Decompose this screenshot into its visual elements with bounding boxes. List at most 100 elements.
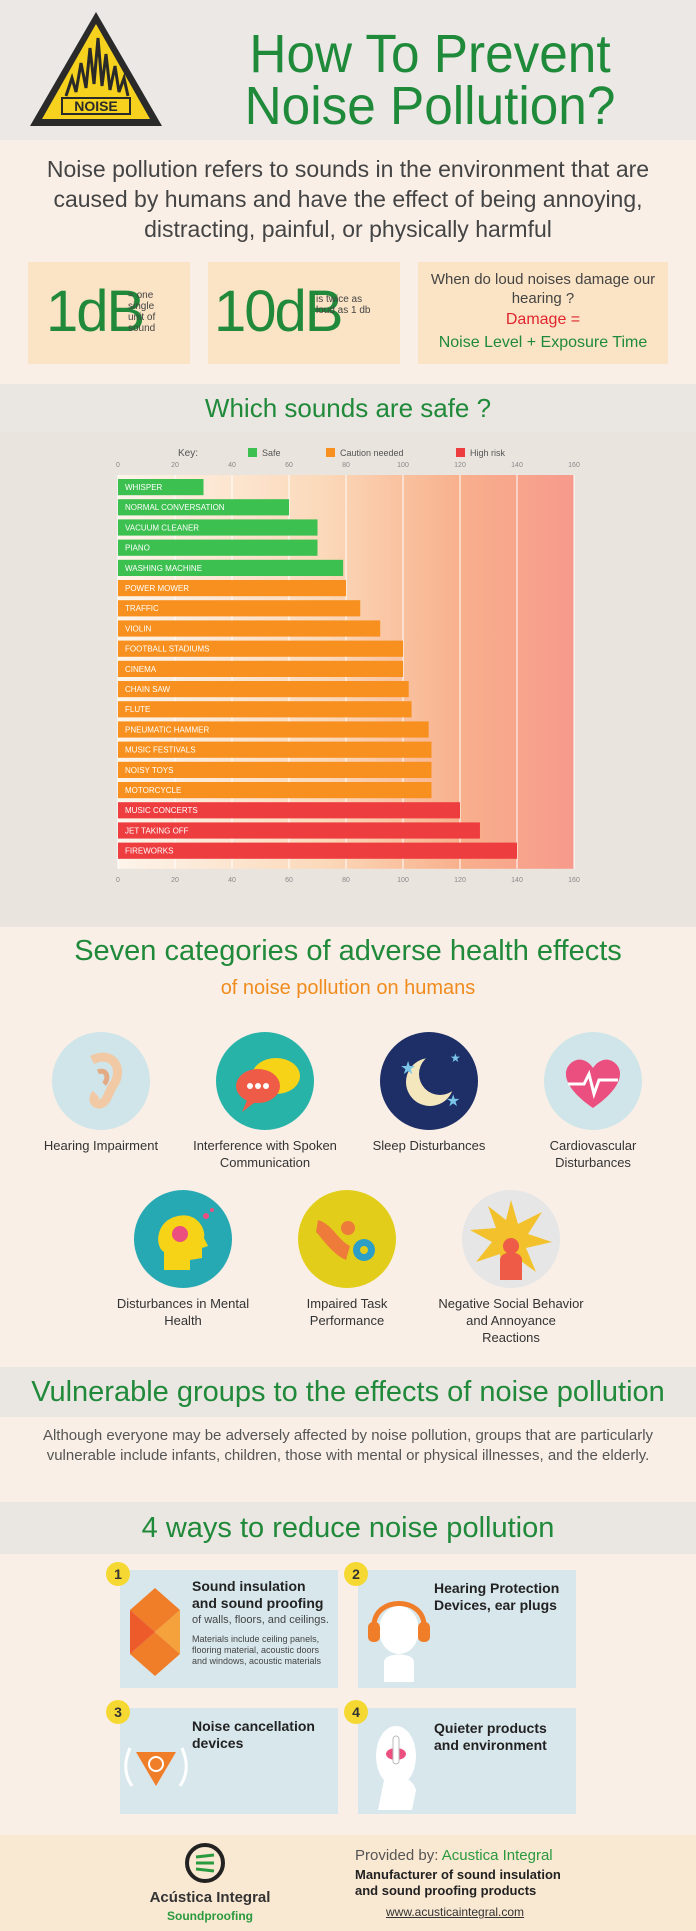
legend-label: Safe: [262, 448, 281, 458]
noise-warning-logo: NOISE: [30, 12, 162, 126]
bar: [118, 620, 381, 637]
damage-question: When do loud noises damage our hearing ?: [430, 271, 656, 307]
way-number: 3: [106, 1700, 130, 1724]
bar-label: WHISPER: [125, 483, 163, 492]
bar: [118, 802, 460, 819]
head-brain-icon: [134, 1190, 232, 1288]
speech-bubbles-icon: [216, 1032, 314, 1130]
headphones-icon: [368, 1601, 430, 1682]
way-number: 4: [344, 1700, 368, 1724]
tick-label: 20: [171, 877, 179, 884]
legend-swatch: [456, 448, 465, 457]
moon-stars-icon: ★ ★ ★: [380, 1032, 478, 1130]
way-detail: Materials include ceiling panels, floori…: [192, 1634, 322, 1666]
bar: [118, 660, 403, 677]
tick-label: 100: [397, 462, 409, 469]
bar-label: PIANO: [125, 544, 150, 553]
bar-label: MUSIC FESTIVALS: [125, 746, 196, 755]
bar-label: VACUUM CLEANER: [125, 523, 199, 532]
unit-box-10db: 10dB is twice as loud as 1 db: [208, 262, 400, 364]
way-title: Sound insulation and sound proofing: [192, 1578, 324, 1611]
svg-text:★: ★: [450, 1051, 461, 1065]
bar-label: PNEUMATIC HAMMER: [125, 725, 210, 734]
bar: [118, 499, 289, 516]
damage-box: When do loud noises damage our hearing ?…: [418, 262, 668, 364]
bar: [118, 681, 409, 698]
bar-label: CINEMA: [125, 665, 157, 674]
bar: [118, 539, 318, 556]
tick-label: 0: [116, 462, 120, 469]
way-number: 1: [106, 1562, 130, 1586]
page-title: How To Prevent Noise Pollution?: [221, 27, 639, 133]
vulnerable-text: Although everyone may be adversely affec…: [42, 1427, 654, 1464]
svg-text:★: ★: [400, 1058, 416, 1079]
way-card-4: 4 Quieter products and environment: [344, 1700, 576, 1814]
unit-value: 10dB: [214, 279, 343, 344]
bar-label: VIOLIN: [125, 624, 151, 633]
bar-label: FLUTE: [125, 705, 150, 714]
bar-label: POWER MOWER: [125, 584, 189, 593]
way-number: 2: [344, 1562, 368, 1586]
damage-formula: Noise Level + Exposure Time: [438, 334, 648, 351]
safe-sounds-heading: Which sounds are safe ?: [0, 384, 696, 432]
tick-label: 120: [454, 877, 466, 884]
header: NOISE How To Prevent Noise Pollution?: [0, 0, 696, 140]
ways-heading: 4 ways to reduce noise pollution: [0, 1502, 696, 1554]
tagline: Manufacturer of sound insulation and sou…: [355, 1867, 561, 1898]
bar: [118, 741, 432, 758]
chart-area: 0 0 20 20 40 40 60 60 80 80 100 100 120 120 140 140 160 1…: [0, 432, 696, 927]
bar-label: TRAFFIC: [125, 604, 159, 613]
provided-label: Provided by:: [355, 1847, 439, 1864]
bar: [118, 842, 517, 859]
bar: [118, 559, 344, 576]
tick-label: 40: [228, 462, 236, 469]
provided-by: Provided by: Acustica Integral: [355, 1847, 553, 1864]
effects-title: Seven categories of adverse health effec…: [74, 935, 622, 967]
bar-label: MOTORCYCLE: [125, 786, 181, 795]
noise-level-chart: 0 0 20 20 40 40 60 60 80 80 100 100 120 120 140 140 160 1…: [116, 448, 580, 884]
title-line1: How To Prevent: [249, 24, 611, 84]
tick-label: 60: [285, 462, 293, 469]
noise-cancel-icon: [124, 1747, 188, 1787]
bar-label: FIREWORKS: [125, 847, 173, 856]
unit-box-1db: 1dB = one single unit of sound: [28, 262, 190, 364]
way-card-2: 2 Hearing Protection Devices, ear plugs: [344, 1562, 576, 1688]
tick-label: 20: [171, 462, 179, 469]
effects-subtitle: of noise pollution on humans: [220, 977, 476, 999]
svg-text:★: ★: [446, 1091, 460, 1110]
way-card-1: 1 Sound insulation and sound proofing of…: [106, 1562, 338, 1688]
bar: [118, 701, 412, 718]
logo-text: NOISE: [74, 98, 118, 114]
way-title: Noise cancellation devices: [192, 1718, 315, 1751]
ear-icon: [52, 1032, 150, 1130]
bar: [118, 761, 432, 778]
bar-label: MUSIC CONCERTS: [125, 806, 198, 815]
bar: [118, 822, 480, 839]
title-line2: Noise Pollution?: [244, 76, 616, 136]
bar: [118, 479, 204, 496]
website-link[interactable]: www.acusticaintegral.com: [386, 1905, 525, 1919]
legend-swatch: [248, 448, 257, 457]
tick-label: 160: [568, 877, 580, 884]
burst-person-icon: [462, 1190, 560, 1288]
way-title: Hearing Protection Devices, ear plugs: [434, 1580, 560, 1613]
legend-label: High risk: [470, 448, 506, 458]
bar-label: FOOTBALL STADIUMS: [125, 645, 209, 654]
bar-label: WASHING MACHINE: [125, 564, 202, 573]
bar: [118, 782, 432, 799]
effect-label: Impaired Task Performance: [306, 1296, 388, 1328]
way-subtitle: of walls, floors, and ceilings.: [192, 1614, 329, 1626]
health-effects-section: Seven categories of adverse health effec…: [0, 927, 696, 1367]
effect-label: Cardiovascular Disturbances: [549, 1138, 637, 1170]
tick-label: 80: [342, 877, 350, 884]
damage-equals: Damage =: [505, 311, 581, 328]
legend-label: Caution needed: [340, 448, 404, 458]
effect-label: Disturbances in Mental Health: [116, 1296, 250, 1328]
bar-label: NOISY TOYS: [125, 766, 173, 775]
bar-label: NORMAL CONVERSATION: [125, 503, 225, 512]
way-card-3: 3 Noise cancellation devices: [106, 1700, 338, 1814]
heart-pulse-icon: [544, 1032, 642, 1130]
tick-label: 140: [511, 877, 523, 884]
tick-label: 160: [568, 462, 580, 469]
tick-label: 40: [228, 877, 236, 884]
